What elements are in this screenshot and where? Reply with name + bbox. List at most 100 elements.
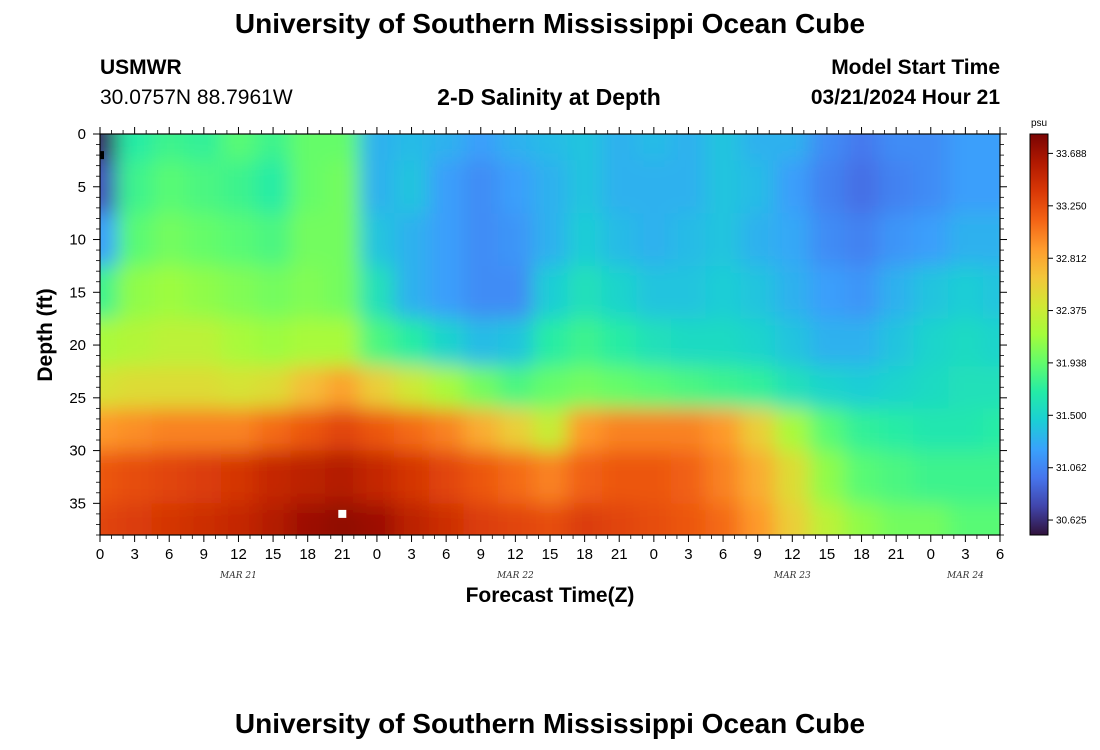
heatmap-cell [982, 318, 1000, 367]
heatmap-cell [463, 318, 499, 367]
heatmap-cell [359, 318, 395, 367]
heatmap-cell [117, 134, 153, 161]
heatmap-cell [186, 450, 222, 504]
x-tick-label: 3 [407, 546, 415, 563]
heatmap-cell [532, 366, 568, 409]
heatmap-cell [221, 265, 257, 320]
heatmap-cell [428, 450, 465, 504]
y-tick-label: 0 [78, 126, 86, 143]
heatmap-cell [705, 450, 741, 504]
heatmap-cell [913, 265, 949, 320]
heatmap-cell [100, 503, 118, 535]
x-tick-label: 18 [853, 546, 870, 563]
heatmap-cell [844, 450, 880, 504]
heatmap-cell [913, 408, 949, 452]
model-start-label: Model Start Time [831, 56, 1000, 79]
heatmap-cell [636, 134, 672, 161]
x-tick-label: 3 [961, 546, 969, 563]
heatmap-cell [221, 318, 257, 367]
heatmap-cell [255, 366, 291, 409]
heatmap-cell [532, 134, 568, 161]
heatmap-cell [463, 366, 499, 409]
heatmap-cell [878, 160, 915, 214]
heatmap-cell [428, 408, 465, 452]
colorbar-tick-label: 31.938 [1056, 358, 1087, 369]
heatmap-cell [878, 450, 915, 504]
heatmap-cells [100, 134, 1000, 535]
heatmap-cell [878, 366, 915, 409]
colorbar-unit-label: psu [1031, 118, 1047, 129]
y-tick-label: 20 [69, 337, 86, 354]
heatmap-cell [844, 265, 880, 320]
heatmap-cell [151, 503, 188, 535]
heatmap-cell [948, 134, 984, 161]
colorbar [1029, 133, 1049, 536]
heatmap-cell [705, 134, 741, 161]
heatmap-cell [151, 134, 188, 161]
y-tick-label: 10 [69, 232, 86, 249]
heatmap-cell [151, 213, 188, 267]
heatmap-cell [636, 503, 672, 535]
heatmap-cell [948, 265, 984, 320]
chart-title-top: University of Southern Mississippi Ocean… [234, 8, 866, 39]
heatmap-cell [186, 134, 222, 161]
heatmap-cell [325, 318, 361, 367]
heatmap-cell [290, 408, 326, 452]
heatmap-cell [463, 213, 499, 267]
heatmap-cell [601, 318, 638, 367]
heatmap-cell [325, 503, 361, 535]
heatmap-cell [359, 265, 395, 320]
heatmap-cell [428, 213, 465, 267]
heatmap-cell [705, 265, 741, 320]
heatmap-cell [428, 160, 465, 214]
heatmap-cell [498, 366, 534, 409]
y-tick-label: 35 [69, 495, 86, 512]
heatmap-cell [775, 213, 811, 267]
x-tick-label: 6 [165, 546, 173, 563]
colorbar-tick-label: 31.500 [1056, 411, 1087, 422]
heatmap-cell [567, 134, 603, 161]
heatmap-cell [394, 213, 430, 267]
heatmap-cell [151, 265, 188, 320]
heatmap-cell [117, 213, 153, 267]
x-date-label: MAR 21 [219, 571, 257, 581]
heatmap-cell [151, 160, 188, 214]
heatmap-cell [221, 503, 257, 535]
heatmap-cell [705, 318, 741, 367]
heatmap-cell [913, 160, 949, 214]
heatmap-cell [394, 160, 430, 214]
heatmap-cell [636, 450, 672, 504]
heatmap-cell [948, 503, 984, 535]
x-tick-label: 6 [996, 546, 1004, 563]
heatmap-cell [221, 213, 257, 267]
heatmap-cell [982, 503, 1000, 535]
heatmap-cell [100, 408, 118, 452]
heatmap-cell [740, 160, 776, 214]
x-tick-label: 12 [784, 546, 801, 563]
heatmap-cell [394, 408, 430, 452]
x-tick-label: 9 [477, 546, 485, 563]
heatmap-cell [809, 366, 845, 409]
heatmap-cell [290, 265, 326, 320]
heatmap-cell [913, 450, 949, 504]
heatmap-cell [221, 450, 257, 504]
heatmap-cell [878, 503, 915, 535]
heatmap-cell [255, 318, 291, 367]
heatmap-cell [532, 318, 568, 367]
heatmap-cell [567, 318, 603, 367]
heatmap-cell [740, 408, 776, 452]
heatmap-cell [186, 366, 222, 409]
heatmap-cell [844, 160, 880, 214]
heatmap-cell [636, 213, 672, 267]
heatmap-cell [498, 408, 534, 452]
x-tick-label: 0 [96, 546, 104, 563]
heatmap-cell [636, 160, 672, 214]
heatmap-cell [532, 213, 568, 267]
heatmap-cell [532, 450, 568, 504]
x-tick-label: 3 [684, 546, 692, 563]
heatmap-cell [100, 450, 118, 504]
y-tick-label: 5 [78, 179, 86, 196]
heatmap-cell [100, 160, 118, 214]
max-salinity-marker [338, 509, 347, 518]
